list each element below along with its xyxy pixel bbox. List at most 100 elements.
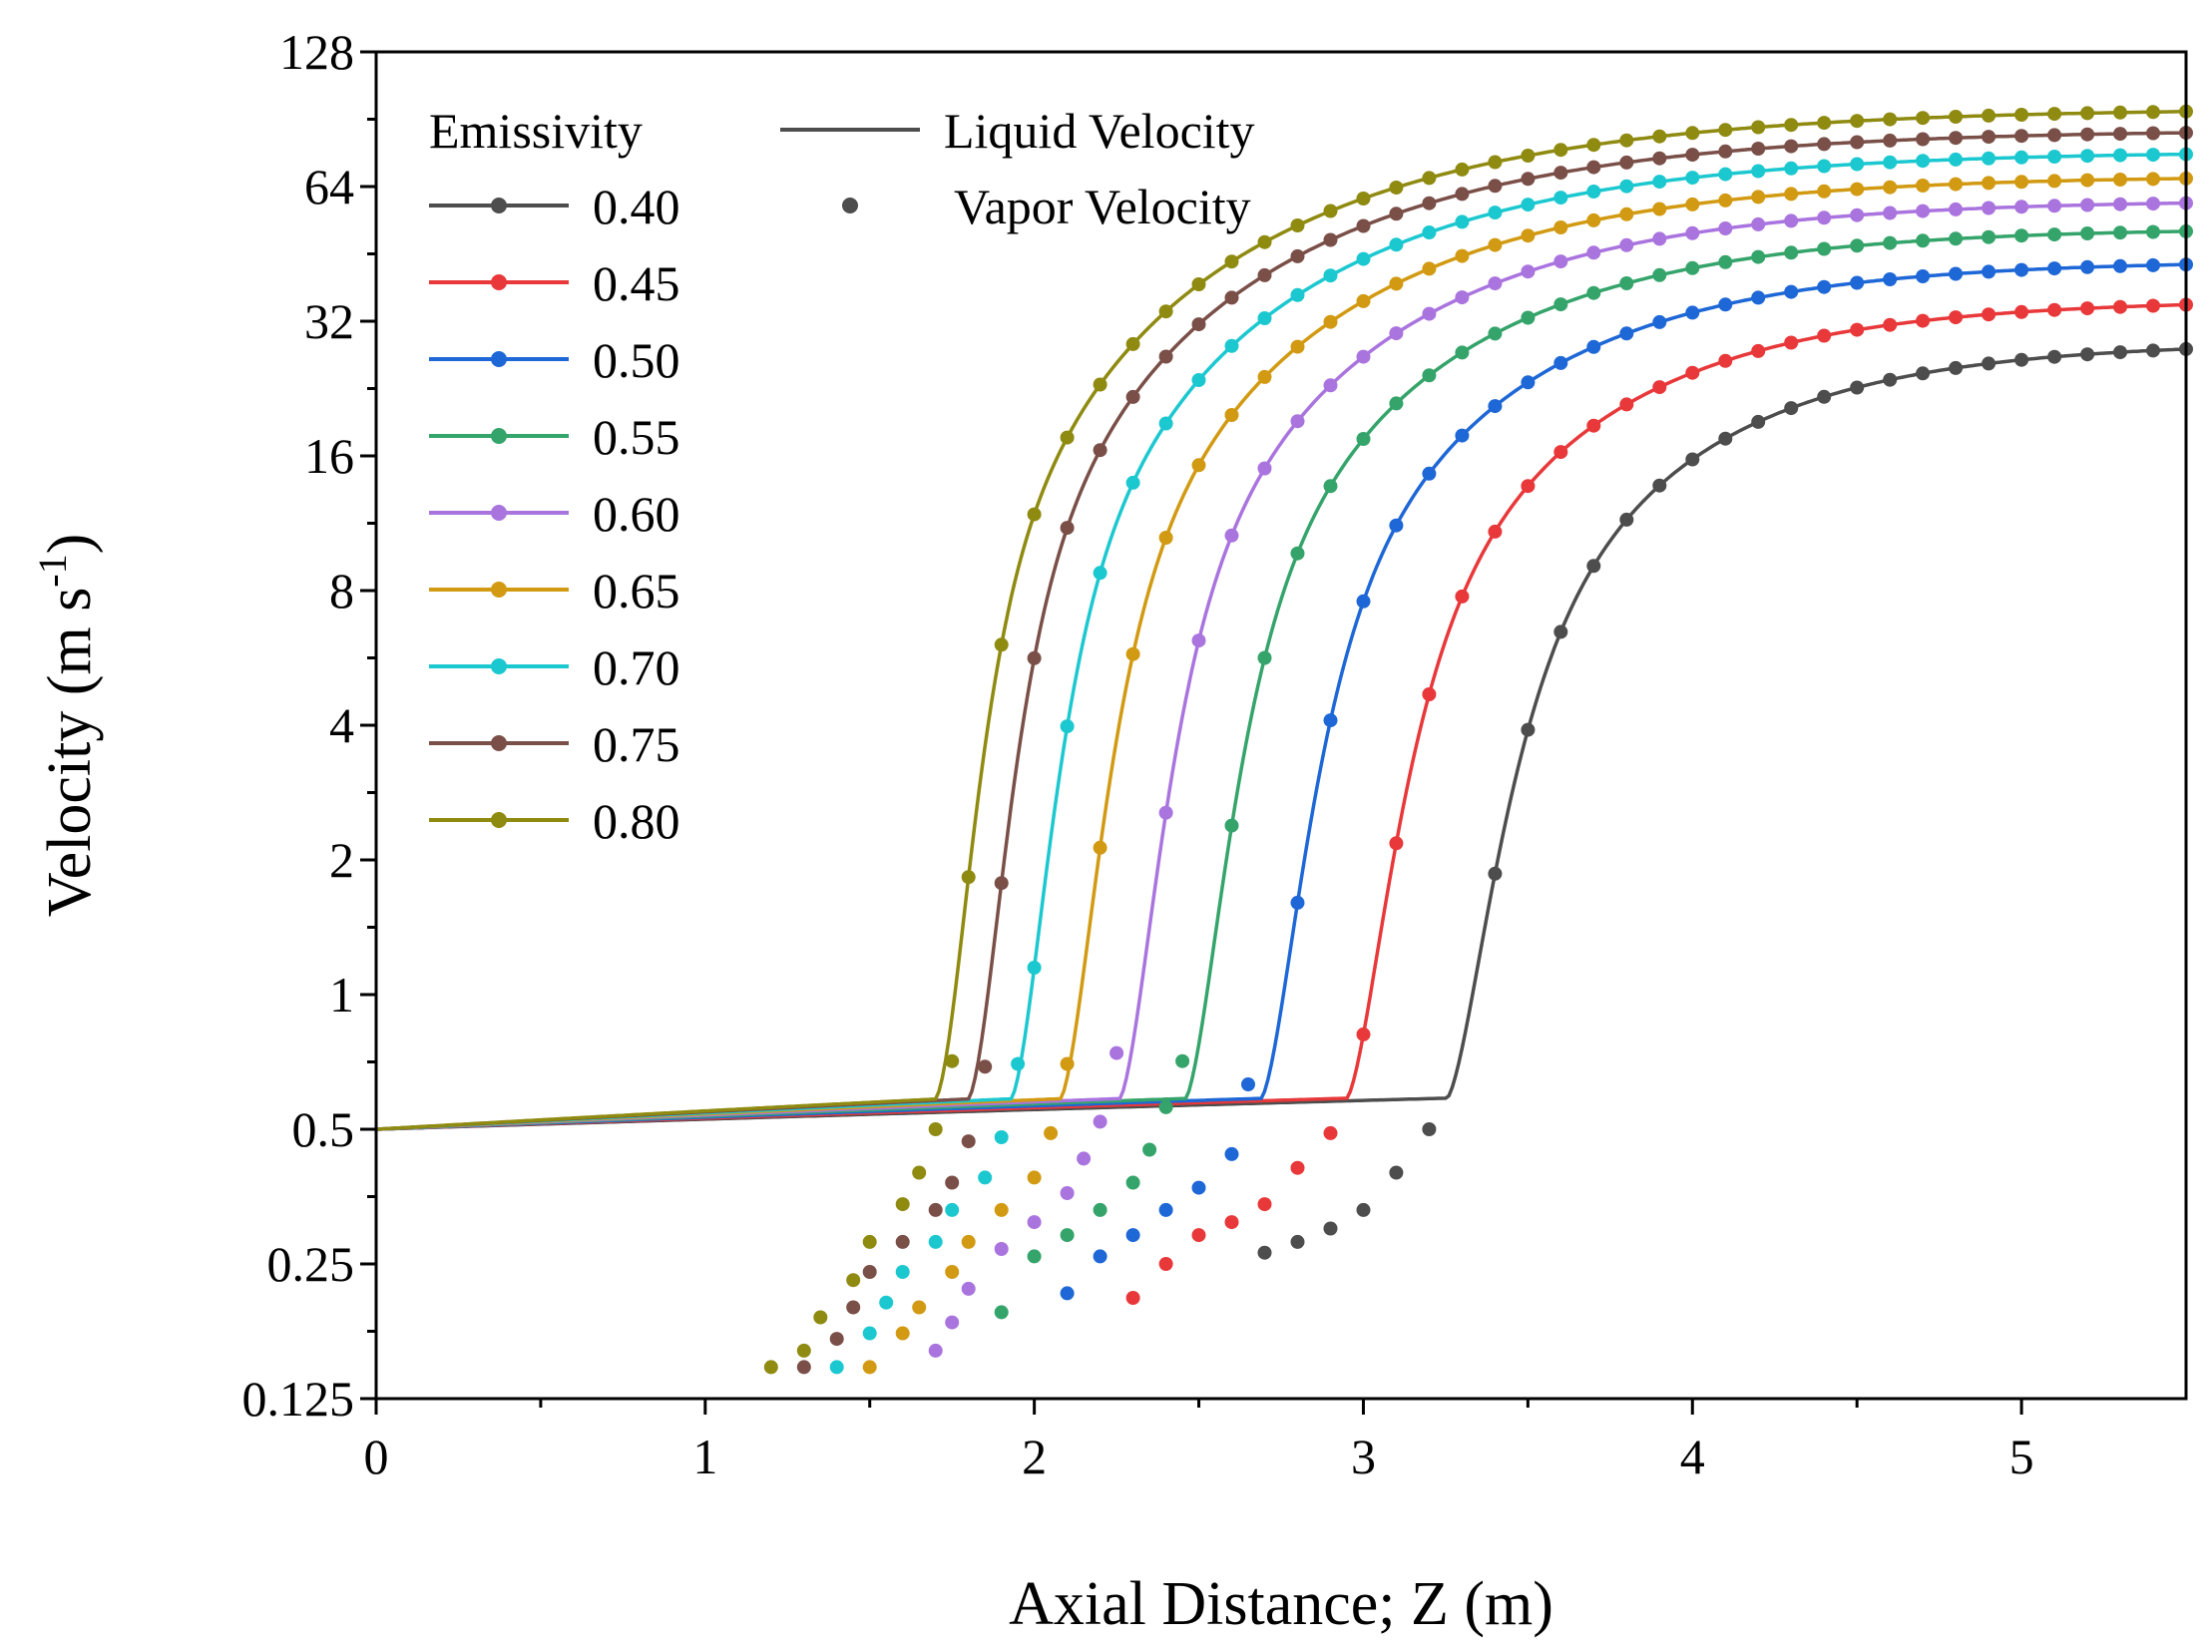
vapor-point (1982, 264, 1996, 279)
vapor-point (2113, 173, 2127, 187)
y-tick-label: 0.25 (267, 1236, 355, 1292)
vapor-point (1619, 206, 1634, 221)
legend-marker (491, 812, 507, 828)
vapor-point (2047, 107, 2062, 122)
vapor-point (1109, 1045, 1124, 1060)
vapor-point (1158, 304, 1173, 319)
legend-vapor-marker (842, 198, 858, 213)
vapor-point (1619, 326, 1634, 341)
vapor-point (994, 1202, 1009, 1217)
vapor-point (1323, 232, 1338, 247)
vapor-point (1751, 120, 1766, 135)
vapor-point (1718, 167, 1733, 182)
vapor-point (1718, 123, 1733, 138)
vapor-point (1290, 287, 1305, 302)
vapor-point (1916, 111, 1931, 126)
vapor-point (1784, 139, 1799, 154)
vapor-point (1422, 306, 1437, 321)
series-layer (375, 104, 2193, 1375)
vapor-point (1883, 372, 1898, 387)
vapor-point (1488, 866, 1503, 881)
vapor-point (1718, 297, 1733, 312)
vapor-point (1685, 305, 1700, 320)
vapor-point (1389, 518, 1404, 533)
vapor-point (2080, 198, 2095, 212)
vapor-point (1718, 221, 1733, 235)
vapor-point (2080, 226, 2095, 240)
legend-entry-0.50: 0.50 (429, 332, 680, 388)
vapor-point (2146, 197, 2160, 211)
vapor-point (1949, 310, 1964, 325)
vapor-point (1586, 285, 1601, 300)
vapor-point (1553, 191, 1568, 206)
vapor-point (2047, 227, 2062, 242)
vapor-point (1652, 129, 1667, 144)
series-0.80 (375, 104, 2193, 1375)
vapor-point (1323, 479, 1338, 494)
vapor-point (978, 1170, 993, 1185)
vapor-point (1817, 184, 1832, 199)
vapor-point (1949, 266, 1964, 281)
vapor-point (846, 1300, 861, 1315)
vapor-point (1356, 594, 1371, 609)
vapor-point (994, 876, 1009, 891)
vapor-point (1257, 461, 1272, 476)
vapor-point (1158, 416, 1173, 431)
vapor-point (1224, 408, 1239, 422)
vapor-point (1553, 166, 1568, 181)
legend-entry-0.40: 0.40 (429, 179, 680, 234)
vapor-point (1751, 414, 1766, 429)
vapor-point (1389, 237, 1404, 252)
legend-label: 0.60 (593, 486, 680, 542)
vapor-point (1619, 512, 1634, 527)
vapor-point (1916, 313, 1931, 328)
legend-marker (491, 274, 507, 290)
x-tick-label: 4 (1680, 1429, 1705, 1484)
vapor-point (1685, 260, 1700, 275)
vapor-point (1586, 559, 1601, 574)
vapor-point (1356, 192, 1371, 206)
vapor-point (1158, 1257, 1173, 1271)
vapor-point (2113, 197, 2127, 211)
vapor-point (928, 1122, 943, 1136)
vapor-point (1356, 349, 1371, 364)
vapor-point (2047, 349, 2062, 364)
vapor-point (1850, 322, 1865, 337)
legend-label: 0.70 (593, 639, 680, 695)
vapor-point (1850, 275, 1865, 290)
vapor-point (2014, 175, 2029, 190)
vapor-point (1422, 466, 1437, 481)
legend-entry-0.75: 0.75 (429, 716, 680, 772)
vapor-point (1191, 1180, 1206, 1195)
vapor-point (1224, 254, 1239, 269)
legend-marker (491, 505, 507, 521)
vapor-point (994, 637, 1009, 652)
vapor-point (1784, 245, 1799, 260)
vapor-point (1553, 297, 1568, 312)
vapor-point (2080, 259, 2095, 274)
vapor-point (1619, 179, 1634, 194)
vapor-point (1060, 430, 1075, 445)
x-tick-label: 1 (692, 1429, 717, 1484)
vapor-point (2146, 148, 2160, 163)
vapor-point (2080, 301, 2095, 316)
vapor-point (796, 1343, 811, 1358)
vapor-point (1586, 339, 1601, 354)
vapor-point (1191, 373, 1206, 387)
vapor-point (1455, 248, 1470, 263)
vapor-point (2080, 127, 2095, 142)
vapor-point (1521, 479, 1536, 494)
vapor-point (1224, 1215, 1239, 1230)
vapor-point (1916, 366, 1931, 381)
vapor-point (945, 1175, 960, 1190)
vapor-point (1323, 378, 1338, 393)
vapor-point (1455, 345, 1470, 360)
vapor-point (1323, 314, 1338, 329)
vapor-point (928, 1202, 943, 1217)
vapor-point (796, 1360, 811, 1375)
vapor-point (1290, 1234, 1305, 1249)
vapor-point (1191, 633, 1206, 648)
vapor-point (1718, 254, 1733, 269)
legend-marker (491, 428, 507, 444)
vapor-point (1323, 1221, 1338, 1236)
